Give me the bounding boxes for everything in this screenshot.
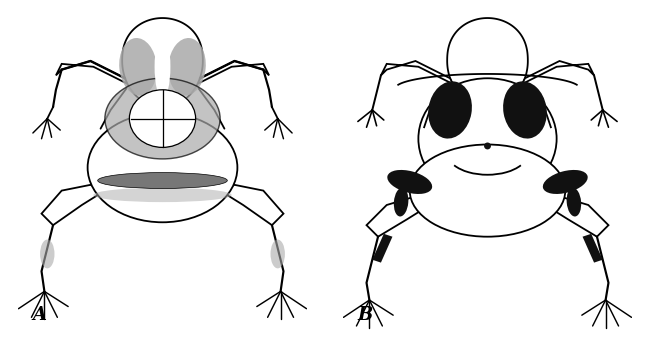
Polygon shape <box>220 185 283 225</box>
Polygon shape <box>122 18 203 107</box>
Ellipse shape <box>567 188 581 216</box>
Ellipse shape <box>129 90 196 147</box>
Polygon shape <box>197 61 269 84</box>
Polygon shape <box>522 61 594 84</box>
Ellipse shape <box>88 113 237 222</box>
Ellipse shape <box>270 240 285 268</box>
Ellipse shape <box>105 78 220 159</box>
Text: B: B <box>358 306 373 324</box>
Polygon shape <box>447 18 528 107</box>
Polygon shape <box>102 81 223 127</box>
Text: A: A <box>33 306 47 324</box>
Polygon shape <box>545 196 608 237</box>
Polygon shape <box>372 234 393 263</box>
Polygon shape <box>56 61 128 84</box>
Polygon shape <box>42 185 105 225</box>
Ellipse shape <box>543 170 588 194</box>
Ellipse shape <box>394 188 408 216</box>
Circle shape <box>484 143 491 149</box>
Ellipse shape <box>387 170 432 194</box>
Ellipse shape <box>503 81 547 139</box>
Ellipse shape <box>168 38 206 96</box>
Ellipse shape <box>419 78 556 199</box>
Ellipse shape <box>119 38 157 96</box>
Ellipse shape <box>98 173 228 189</box>
Polygon shape <box>381 61 453 84</box>
Ellipse shape <box>155 35 170 98</box>
Polygon shape <box>424 84 551 133</box>
Ellipse shape <box>40 240 55 268</box>
Polygon shape <box>582 234 603 263</box>
Ellipse shape <box>94 188 231 202</box>
Ellipse shape <box>410 145 566 237</box>
Ellipse shape <box>428 81 472 139</box>
Polygon shape <box>367 196 430 237</box>
